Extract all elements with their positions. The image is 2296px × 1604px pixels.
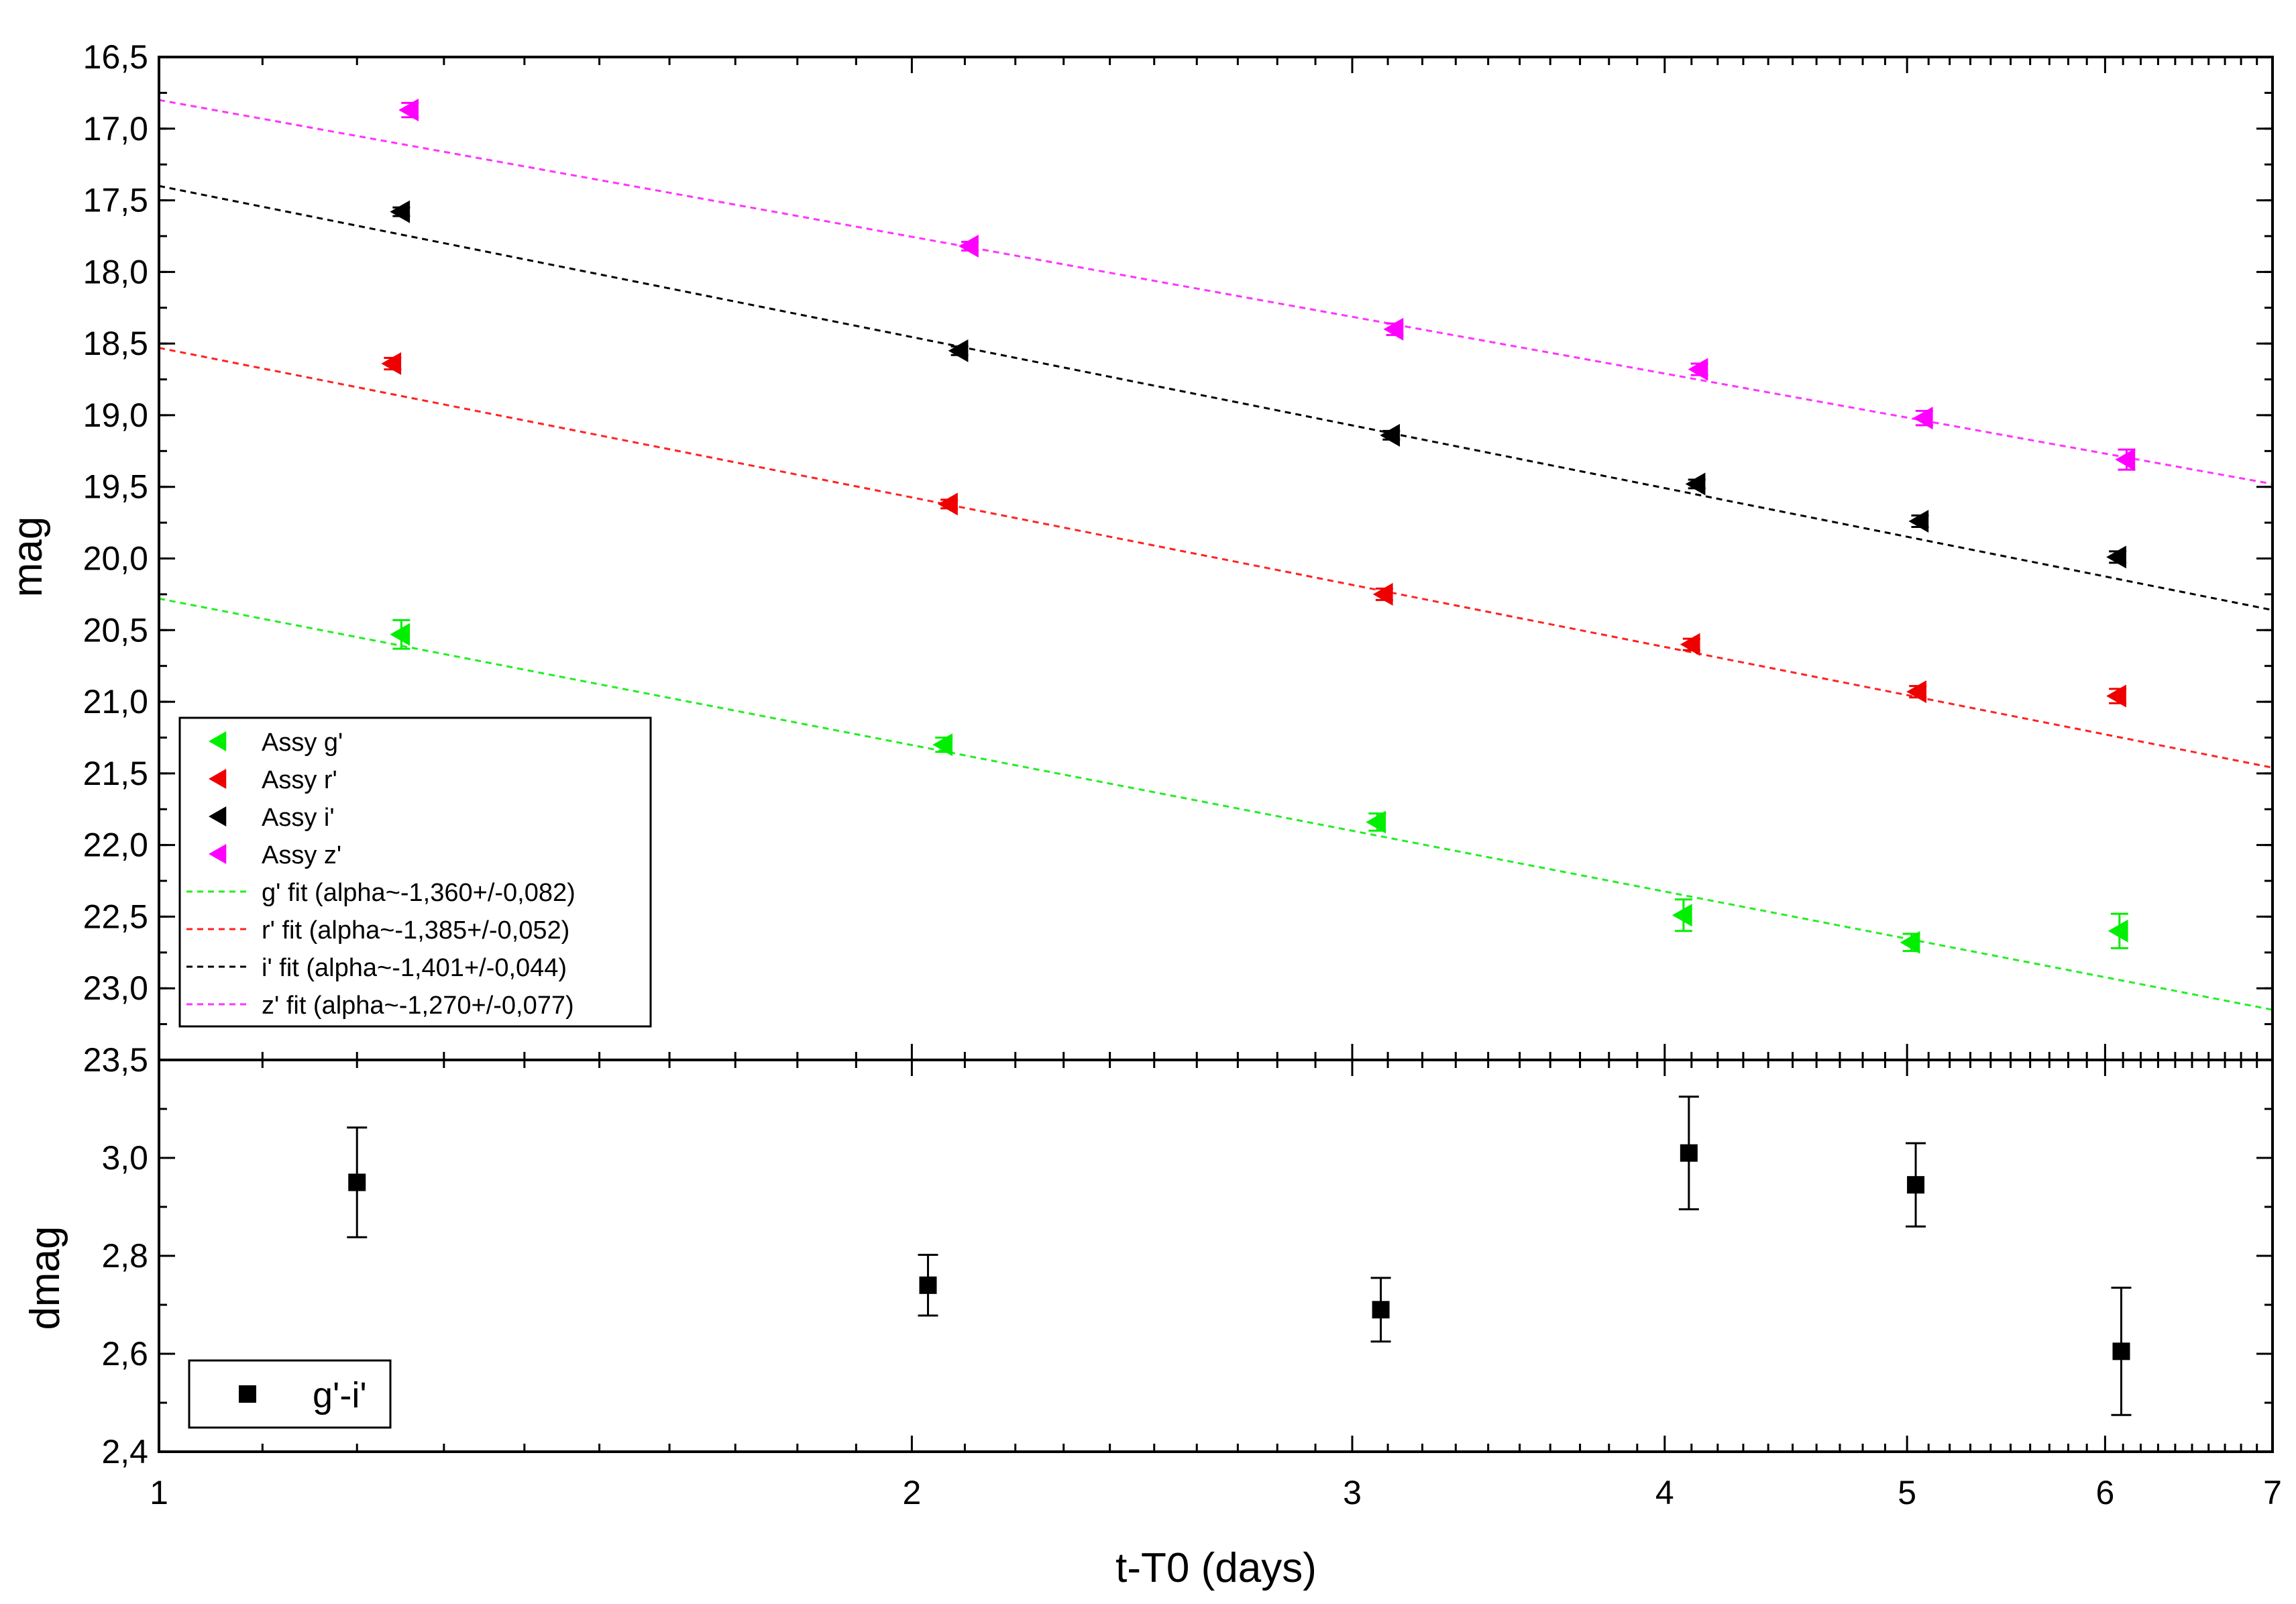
top-y-axis-title: mag [5, 517, 51, 598]
bottom-y-tick-label-2: 2,8 [101, 1237, 148, 1275]
bottom-panel-frame [158, 1059, 2274, 1453]
bottom-panel-data-points [347, 1095, 2132, 1416]
top-y-tick-label-4: 18,5 [83, 325, 148, 362]
fit-line-1 [158, 347, 2273, 769]
marker-s1-p1 [938, 492, 958, 516]
legend-marker-0 [209, 731, 227, 751]
axis-ticks [158, 56, 2274, 1453]
top-y-tick-label-3: 18,0 [83, 253, 148, 290]
x-tick-label-0: 1 [150, 1474, 168, 1511]
marker-s2-p0 [390, 200, 411, 223]
marker-s2-p2 [1380, 423, 1401, 447]
marker-gi-p0 [348, 1173, 366, 1191]
legend-label-1: Assy r' [262, 766, 337, 794]
marker-s1-p2 [1372, 582, 1393, 606]
marker-s1-p0 [381, 352, 402, 376]
marker-s2-p4 [1908, 509, 1929, 533]
marker-s2-p3 [1685, 472, 1706, 496]
legend-marker-1 [209, 769, 227, 789]
fit-line-2 [158, 184, 2273, 611]
x-tick-label-3: 4 [1655, 1474, 1674, 1511]
legend-label-2: Assy i' [262, 804, 335, 832]
fit-line-0 [158, 597, 2273, 1011]
marker-s0-p1 [932, 733, 953, 757]
marker-s3-p1 [959, 234, 979, 258]
marker-gi-p4 [1907, 1176, 1925, 1194]
marker-s2-p5 [2106, 545, 2126, 569]
legend-label-0: Assy g' [262, 729, 343, 757]
top-y-tick-label-11: 22,0 [83, 826, 148, 864]
marker-s3-p0 [398, 99, 419, 122]
x-tick-label-6: 7 [2263, 1474, 2282, 1511]
legend-fit-label-1: r' fit (alpha~-1,385+/-0,052) [262, 916, 569, 945]
fit-line-3 [158, 99, 2273, 485]
top-panel-data-points [381, 99, 2136, 954]
marker-s0-p2 [1366, 810, 1386, 834]
x-tick-label-1: 2 [903, 1474, 922, 1511]
bottom-y-tick-label-3: 3,0 [101, 1139, 148, 1177]
top-panel-legend: Assy g' Assy r' Assy i' Assy z' g' fit (alph… [178, 716, 652, 1028]
bottom-y-tick-label-1: 2,6 [101, 1335, 148, 1373]
bottom-y-tick-label-0: 2,4 [101, 1433, 148, 1471]
top-y-tick-label-2: 17,5 [83, 182, 148, 219]
marker-s3-p4 [1912, 407, 1933, 430]
marker-s1-p5 [2106, 684, 2126, 708]
marker-s0-p4 [1900, 930, 1920, 954]
top-y-tick-label-1: 17,0 [83, 110, 148, 148]
bottom-legend-label: g'-i' [313, 1375, 367, 1415]
marker-s1-p4 [1906, 680, 1927, 704]
marker-s0-p0 [390, 623, 411, 646]
bottom-panel-legend: g'-i' [188, 1359, 392, 1429]
top-y-tick-label-12: 22,5 [83, 898, 148, 935]
top-y-tick-label-9: 21,0 [83, 683, 148, 720]
marker-gi-p2 [1372, 1301, 1390, 1319]
x-axis-title: t-T0 (days) [1115, 1545, 1317, 1591]
legend-label-3: Assy z' [262, 841, 341, 869]
marker-s3-p3 [1688, 358, 1708, 381]
legend-fit-label-0: g' fit (alpha~-1,360+/-0,082) [262, 879, 576, 907]
bottom-legend-marker [239, 1385, 256, 1403]
top-y-tick-label-13: 23,0 [83, 969, 148, 1007]
legend-fit-label-2: i' fit (alpha~-1,401+/-0,044) [262, 954, 567, 982]
top-y-tick-label-7: 20,0 [83, 540, 148, 578]
top-y-tick-label-5: 19,0 [83, 396, 148, 434]
marker-s0-p3 [1672, 904, 1692, 927]
marker-s0-p5 [2108, 919, 2128, 943]
marker-s1-p3 [1680, 633, 1700, 656]
top-y-tick-label-14: 23,5 [83, 1041, 148, 1079]
marker-s2-p1 [948, 339, 969, 362]
marker-s3-p5 [2115, 448, 2136, 472]
bottom-y-axis-title: dmag [22, 1226, 68, 1330]
legend-marker-3 [209, 844, 227, 864]
bottom-legend-box [188, 1359, 392, 1429]
legend-marker-2 [209, 806, 227, 826]
legend-fit-label-3: z' fit (alpha~-1,270+/-0,077) [262, 992, 574, 1020]
marker-gi-p3 [1680, 1144, 1698, 1162]
tick-labels: 16,5 17,0 17,5 18,0 18,5 19,0 19,5 20,0 20,5 21,0… [83, 38, 2282, 1511]
top-legend-box [178, 716, 652, 1028]
x-tick-label-4: 5 [1898, 1474, 1916, 1511]
top-y-tick-label-8: 20,5 [83, 611, 148, 649]
x-tick-label-2: 3 [1343, 1474, 1362, 1511]
top-y-tick-label-0: 16,5 [83, 38, 148, 76]
marker-gi-p1 [919, 1276, 937, 1294]
marker-gi-p5 [2112, 1342, 2130, 1360]
marker-s3-p2 [1383, 317, 1404, 341]
x-tick-label-5: 6 [2095, 1474, 2114, 1511]
top-y-tick-label-10: 21,5 [83, 755, 148, 792]
top-y-tick-label-6: 19,5 [83, 468, 148, 506]
